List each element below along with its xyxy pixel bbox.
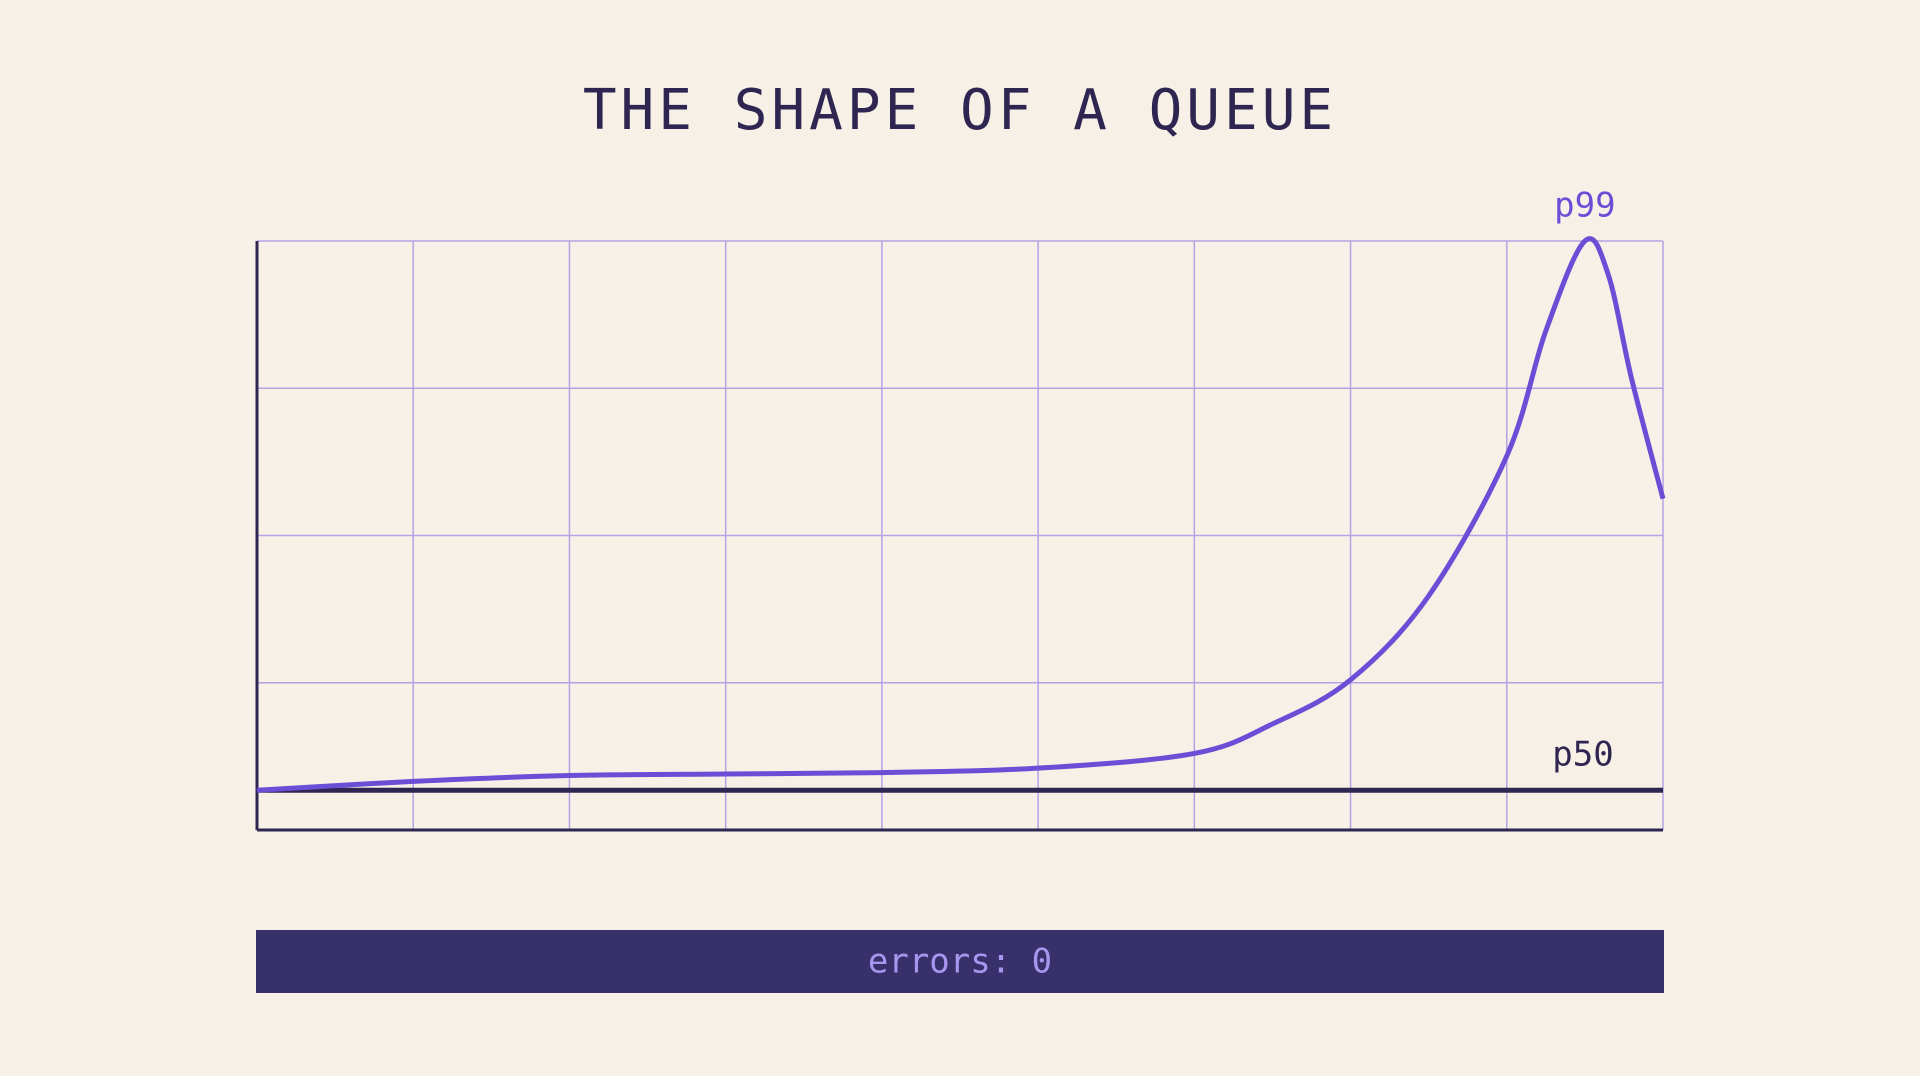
status-bar <box>256 930 1664 993</box>
status-text: errors: 0 <box>868 942 1052 982</box>
line-series <box>256 236 1666 793</box>
chart-title: THE SHAPE OF A QUEUE <box>583 78 1337 143</box>
series-label: p99 <box>1554 186 1615 226</box>
series-label: p50 <box>1552 735 1613 775</box>
